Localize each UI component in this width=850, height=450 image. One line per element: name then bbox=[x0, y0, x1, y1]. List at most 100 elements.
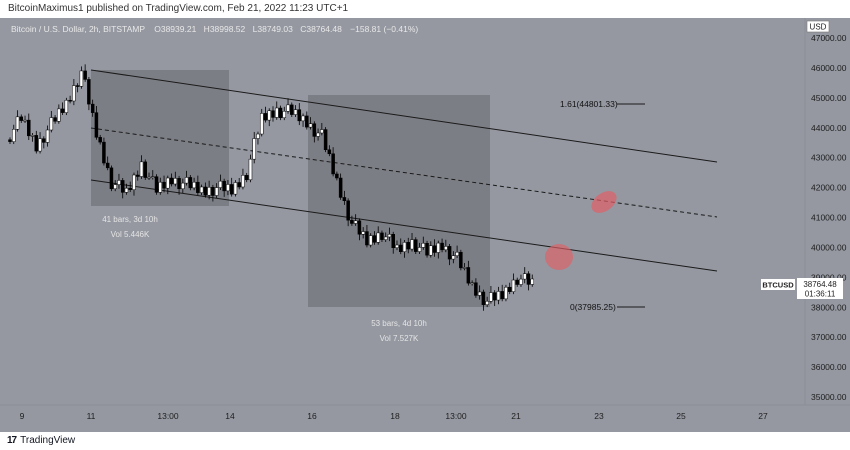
candle-body bbox=[368, 235, 373, 246]
candle-body bbox=[143, 161, 148, 178]
candle-body bbox=[23, 119, 27, 122]
ticker-price-tag[interactable] bbox=[797, 278, 843, 299]
price-tick-label: 36000.00 bbox=[811, 362, 847, 372]
candle-body bbox=[57, 108, 61, 122]
candle-body bbox=[271, 110, 275, 118]
candle-body bbox=[504, 286, 508, 300]
candle-body bbox=[383, 236, 388, 240]
range-box-2[interactable] bbox=[308, 95, 490, 307]
candle-body bbox=[94, 112, 99, 138]
candle-body bbox=[496, 291, 501, 301]
price-tick-label: 41000.00 bbox=[811, 213, 847, 223]
candle-body bbox=[214, 187, 219, 196]
price-tick-label: 46000.00 bbox=[811, 63, 847, 73]
time-axis[interactable]: 9 11 13:00 14 16 18 13:00 21 23 25 27 bbox=[20, 411, 768, 421]
candle-body bbox=[124, 187, 129, 193]
candle-body bbox=[188, 177, 193, 189]
candle-body bbox=[357, 220, 362, 235]
candle-body bbox=[87, 79, 91, 105]
candle-body bbox=[248, 158, 253, 181]
price-axis[interactable]: 47000.00 46000.00 45000.00 44000.00 43000.00… bbox=[811, 33, 847, 402]
footer: 17 TradingView bbox=[0, 432, 850, 450]
candle-body bbox=[244, 175, 249, 181]
channel-upper-line[interactable] bbox=[90, 69, 718, 163]
candle-body bbox=[275, 107, 279, 118]
candle-body bbox=[211, 187, 215, 196]
candle-body bbox=[316, 132, 320, 137]
candle-body bbox=[30, 135, 35, 137]
legend-o-value: 38939.21 bbox=[161, 24, 197, 34]
candle-body bbox=[301, 115, 305, 122]
candle-body bbox=[105, 162, 110, 169]
candle-body bbox=[522, 273, 527, 280]
legend-l-label: L bbox=[253, 24, 258, 34]
candle-body bbox=[459, 251, 463, 269]
candle-body bbox=[323, 129, 328, 150]
candle-body bbox=[75, 85, 80, 87]
candle-body bbox=[135, 174, 140, 177]
candle-body bbox=[372, 235, 377, 243]
legend-symbol: Bitcoin / U.S. Dollar, 2h, BITSTAMP bbox=[11, 24, 145, 34]
candle-body bbox=[447, 246, 452, 260]
range-2-vol: Vol 7.527K bbox=[380, 334, 419, 343]
fib-upper-label: 1.61(44801.33) bbox=[560, 99, 618, 109]
candle-body bbox=[406, 242, 411, 250]
candle-body bbox=[139, 161, 144, 177]
time-tick-label: 11 bbox=[87, 411, 96, 421]
candle-body bbox=[102, 141, 106, 164]
candle-body bbox=[154, 176, 159, 193]
candle-body bbox=[79, 70, 84, 87]
currency-badge[interactable] bbox=[806, 20, 830, 33]
candle-body bbox=[481, 291, 486, 305]
channel-lower-line[interactable] bbox=[90, 179, 718, 272]
candle-body bbox=[60, 108, 65, 113]
range-2-bars: 53 bars, 4d 10h bbox=[371, 319, 427, 328]
candle-body bbox=[414, 239, 418, 252]
candle-body bbox=[72, 85, 76, 102]
legend-h-value: 38998.52 bbox=[210, 24, 246, 34]
candle-body bbox=[19, 116, 24, 121]
candle-body bbox=[365, 231, 369, 246]
candle-body bbox=[267, 110, 271, 121]
candle-body bbox=[492, 292, 497, 301]
tradingview-logo-icon: 17 bbox=[7, 435, 17, 446]
price-tick-label: 40000.00 bbox=[811, 242, 847, 252]
candle-body bbox=[34, 135, 39, 152]
candle-body bbox=[387, 234, 392, 238]
time-tick-label: 13:00 bbox=[157, 411, 179, 421]
candle-body bbox=[432, 245, 437, 253]
candle-body bbox=[45, 129, 50, 143]
time-tick-label: 13:00 bbox=[445, 411, 467, 421]
candle-body bbox=[233, 182, 238, 195]
price-tick-label: 39000.00 bbox=[811, 272, 847, 282]
ticker-price: 38764.48 bbox=[803, 280, 837, 289]
candle-body bbox=[151, 176, 155, 178]
range-1-vol: Vol 5.446K bbox=[111, 230, 150, 239]
price-tick-label: 42000.00 bbox=[811, 183, 847, 193]
candle-body bbox=[169, 177, 174, 185]
candle-body bbox=[380, 232, 384, 240]
candles bbox=[8, 64, 534, 311]
candle-body bbox=[263, 113, 268, 121]
ticker-symbol-tag[interactable] bbox=[761, 279, 795, 290]
candle-body bbox=[455, 251, 459, 256]
candle-body bbox=[376, 232, 380, 243]
legend-o-label: O bbox=[154, 24, 161, 34]
candle-body bbox=[290, 104, 294, 115]
candle-body bbox=[338, 177, 343, 198]
candle-body bbox=[410, 239, 414, 250]
candle-body bbox=[305, 115, 309, 128]
candle-body bbox=[128, 187, 132, 190]
price-tick-label: 43000.00 bbox=[811, 153, 847, 163]
tradingview-logo[interactable]: 17 TradingView bbox=[7, 435, 75, 446]
candle-body bbox=[8, 139, 12, 142]
candle-body bbox=[203, 186, 208, 196]
legend-change: −158.81 (−0.41%) bbox=[350, 24, 418, 34]
candle-body bbox=[120, 180, 125, 193]
currency-label: USD bbox=[810, 23, 827, 32]
candle-body bbox=[27, 119, 31, 137]
publish-bar: BitcoinMaximus1 published on TradingView… bbox=[0, 0, 850, 18]
candle-body bbox=[15, 116, 20, 130]
candle-body bbox=[331, 153, 335, 175]
